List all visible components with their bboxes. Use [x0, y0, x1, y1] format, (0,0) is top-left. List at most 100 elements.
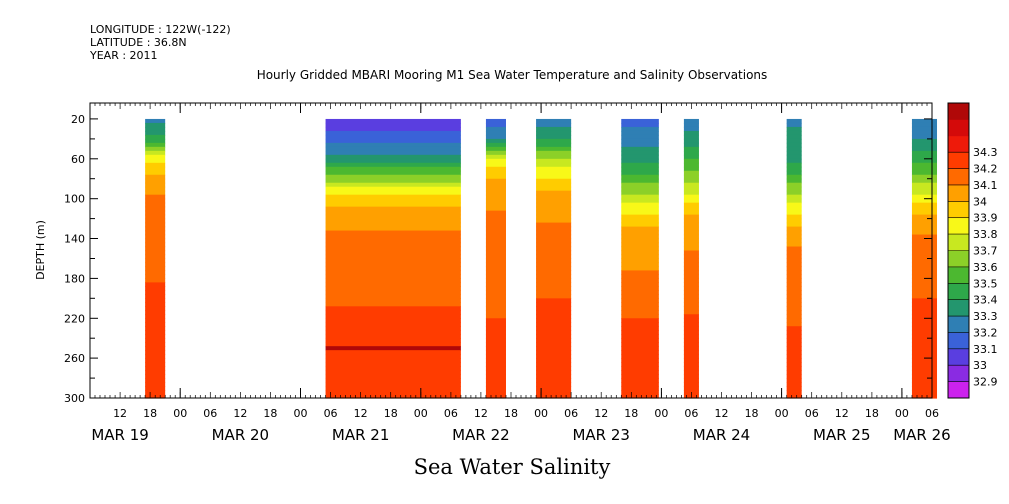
salinity-cell: [911, 390, 938, 395]
salinity-cell: [621, 350, 659, 355]
colorbar-swatch: [948, 365, 969, 383]
salinity-cell: [325, 366, 461, 371]
salinity-cell: [485, 178, 506, 184]
salinity-cell: [683, 254, 699, 260]
salinity-cell: [485, 234, 506, 240]
salinity-cell: [325, 254, 461, 260]
salinity-cell: [683, 122, 699, 128]
salinity-cell: [536, 262, 572, 268]
salinity-cell: [683, 326, 699, 331]
salinity-cell: [485, 386, 506, 391]
salinity-cell: [786, 162, 802, 168]
salinity-cell: [536, 230, 572, 236]
salinity-cell: [145, 174, 166, 180]
salinity-cell: [325, 122, 461, 128]
salinity-cell: [786, 178, 802, 184]
salinity-cell: [536, 170, 572, 176]
salinity-cell: [911, 134, 938, 140]
salinity-cell: [911, 198, 938, 204]
y-tick-label: 300: [64, 392, 85, 405]
salinity-cell: [621, 178, 659, 184]
salinity-cell: [786, 202, 802, 208]
salinity-cell: [536, 198, 572, 204]
salinity-cell: [325, 306, 461, 311]
salinity-cell: [536, 146, 572, 152]
salinity-cell: [536, 190, 572, 196]
salinity-cell: [621, 286, 659, 291]
salinity-cell: [683, 154, 699, 160]
salinity-cell: [145, 230, 166, 236]
salinity-cell: [683, 342, 699, 347]
salinity-cell: [786, 150, 802, 156]
y-tick-label: 20: [71, 113, 85, 126]
colorbar-label: 33: [973, 359, 987, 372]
salinity-cell: [621, 134, 659, 140]
salinity-cell: [325, 382, 461, 387]
y-tick-label: 140: [64, 233, 85, 246]
salinity-cell: [536, 330, 572, 335]
salinity-cell: [786, 298, 802, 303]
salinity-cell: [786, 242, 802, 248]
salinity-segment: [145, 118, 166, 399]
salinity-cell: [145, 362, 166, 367]
salinity-cell: [621, 262, 659, 268]
colorbar: 32.9 33 33.1 33.2 33.3 33.4 33.5 33.6 33.7 33.8 33…: [947, 102, 998, 399]
salinity-cell: [485, 278, 506, 283]
colorbar-swatch: [948, 332, 969, 350]
salinity-cell: [325, 166, 461, 172]
salinity-cell: [536, 302, 572, 307]
salinity-cell: [621, 386, 659, 391]
salinity-cell: [786, 322, 802, 327]
salinity-cell: [325, 210, 461, 216]
salinity-cell: [325, 302, 461, 307]
salinity-cell: [683, 242, 699, 248]
salinity-cell: [145, 202, 166, 208]
salinity-cell: [485, 214, 506, 220]
salinity-cell: [325, 314, 461, 319]
colorbar-swatch: [948, 299, 969, 317]
salinity-cell: [325, 258, 461, 264]
salinity-cell: [683, 334, 699, 339]
salinity-cell: [683, 286, 699, 291]
salinity-cell: [536, 366, 572, 371]
salinity-segment: [786, 118, 802, 399]
colorbar-swatch: [948, 234, 969, 251]
salinity-cell: [911, 278, 938, 283]
salinity-cell: [536, 298, 572, 303]
salinity-cell: [485, 286, 506, 291]
salinity-cell: [536, 358, 572, 363]
salinity-cell: [621, 198, 659, 204]
salinity-cell: [325, 182, 461, 188]
salinity-cell: [145, 258, 166, 264]
salinity-cell: [683, 130, 699, 136]
salinity-cell: [621, 246, 659, 252]
salinity-cell: [786, 154, 802, 160]
salinity-cell: [786, 366, 802, 371]
salinity-cell: [145, 254, 166, 260]
salinity-cell: [325, 310, 461, 315]
salinity-cell: [911, 382, 938, 387]
salinity-cell: [536, 210, 572, 216]
y-tick-label: 100: [64, 193, 85, 206]
salinity-cell: [485, 182, 506, 188]
salinity-cell: [536, 174, 572, 180]
salinity-cell: [536, 382, 572, 387]
colorbar-label: 33.7: [973, 245, 998, 258]
salinity-cell: [786, 262, 802, 268]
salinity-cell: [911, 138, 938, 144]
salinity-cell: [325, 202, 461, 208]
salinity-cell: [683, 182, 699, 188]
salinity-cell: [911, 358, 938, 363]
salinity-cell: [786, 250, 802, 256]
salinity-cell: [485, 158, 506, 164]
salinity-cell: [145, 130, 166, 136]
salinity-cell: [485, 306, 506, 311]
salinity-cell: [536, 122, 572, 128]
salinity-cell: [621, 326, 659, 331]
salinity-cell: [536, 242, 572, 248]
salinity-cell: [683, 206, 699, 212]
salinity-cell: [683, 166, 699, 172]
y-tick-label: 60: [71, 153, 85, 166]
salinity-cell: [621, 306, 659, 311]
